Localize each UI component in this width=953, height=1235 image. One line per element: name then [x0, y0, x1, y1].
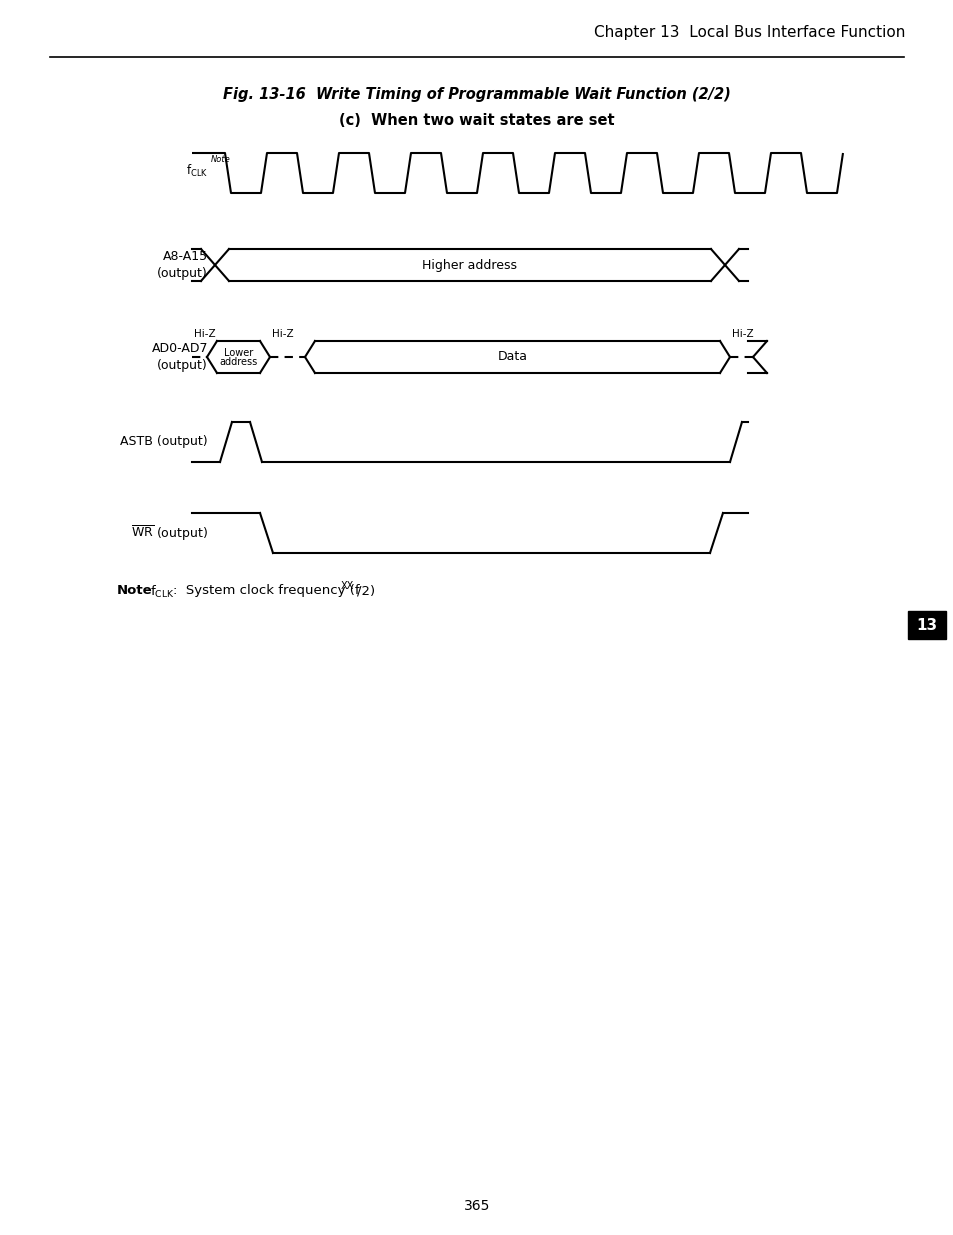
Text: address: address [219, 357, 257, 367]
Text: (output): (output) [157, 359, 208, 373]
Text: Hi-Z: Hi-Z [272, 329, 294, 338]
Text: :  System clock frequency (f: : System clock frequency (f [172, 584, 359, 597]
Text: 365: 365 [463, 1199, 490, 1213]
Text: Lower: Lower [224, 348, 253, 358]
Text: Note: Note [211, 156, 231, 164]
Text: Note: Note [117, 584, 152, 597]
Text: Hi-Z: Hi-Z [193, 329, 215, 338]
Text: f$_{\mathregular{CLK}}$: f$_{\mathregular{CLK}}$ [186, 163, 208, 179]
Text: Hi-Z: Hi-Z [731, 329, 753, 338]
Text: Chapter 13  Local Bus Interface Function: Chapter 13 Local Bus Interface Function [594, 25, 904, 40]
Text: Higher address: Higher address [422, 258, 517, 272]
Text: /2): /2) [356, 584, 375, 597]
FancyBboxPatch shape [907, 611, 945, 638]
Text: Data: Data [497, 351, 527, 363]
Text: ASTB (output): ASTB (output) [120, 436, 208, 448]
Text: (output): (output) [157, 268, 208, 280]
Text: AD0-AD7: AD0-AD7 [152, 342, 208, 354]
Text: A8-A15: A8-A15 [163, 249, 208, 263]
Text: (c)  When two wait states are set: (c) When two wait states are set [339, 112, 614, 128]
Text: f$_{\mathregular{CLK}}$: f$_{\mathregular{CLK}}$ [150, 584, 174, 600]
Text: XX: XX [340, 580, 354, 592]
Text: 13: 13 [916, 618, 937, 632]
Text: Fig. 13-16  Write Timing of Programmable Wait Function (2/2): Fig. 13-16 Write Timing of Programmable … [223, 86, 730, 103]
Text: $\overline{\mathregular{WR}}$ (output): $\overline{\mathregular{WR}}$ (output) [131, 524, 208, 542]
